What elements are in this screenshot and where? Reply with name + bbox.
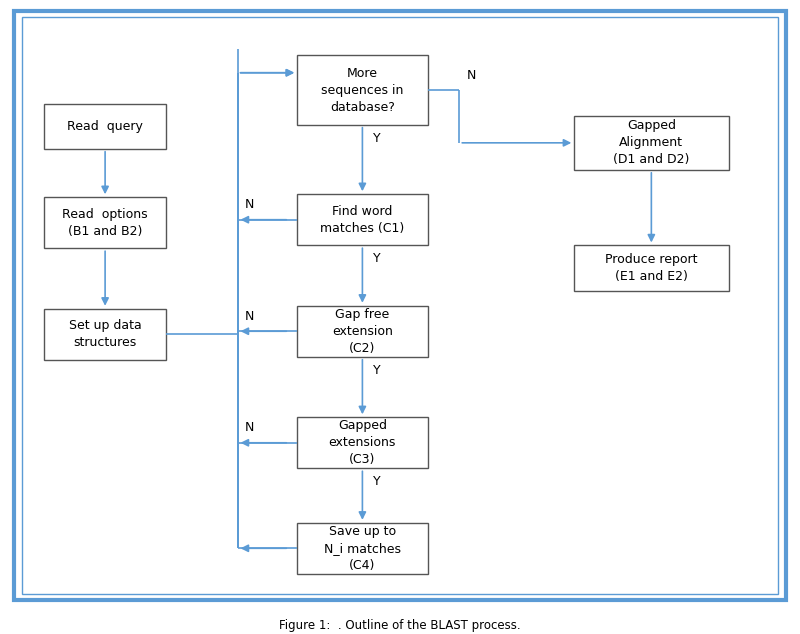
- Text: N: N: [245, 309, 254, 323]
- Text: Gapped
Alignment
(D1 and D2): Gapped Alignment (D1 and D2): [613, 119, 690, 166]
- Text: Read  query: Read query: [67, 120, 143, 133]
- Text: Produce report
(E1 and E2): Produce report (E1 and E2): [605, 253, 698, 283]
- FancyBboxPatch shape: [44, 309, 166, 360]
- FancyBboxPatch shape: [44, 197, 166, 249]
- Text: Set up data
structures: Set up data structures: [69, 320, 142, 349]
- FancyBboxPatch shape: [44, 103, 166, 149]
- Text: Find word
matches (C1): Find word matches (C1): [320, 205, 405, 235]
- Text: N: N: [245, 421, 254, 434]
- FancyBboxPatch shape: [574, 245, 729, 290]
- Text: N: N: [245, 198, 254, 211]
- Text: Figure 1:  . Outline of the BLAST process.: Figure 1: . Outline of the BLAST process…: [279, 619, 521, 632]
- Text: Y: Y: [373, 364, 381, 377]
- FancyBboxPatch shape: [297, 194, 428, 245]
- Text: Save up to
N_i matches
(C4): Save up to N_i matches (C4): [324, 525, 401, 572]
- Text: Y: Y: [373, 475, 381, 488]
- Text: Read  options
(B1 and B2): Read options (B1 and B2): [62, 208, 148, 238]
- Text: Y: Y: [373, 131, 381, 145]
- FancyBboxPatch shape: [297, 417, 428, 469]
- Text: Gapped
extensions
(C3): Gapped extensions (C3): [329, 419, 396, 466]
- FancyBboxPatch shape: [297, 306, 428, 357]
- Text: N: N: [466, 68, 476, 82]
- Text: Gap free
extension
(C2): Gap free extension (C2): [332, 307, 393, 355]
- FancyBboxPatch shape: [574, 115, 729, 170]
- FancyBboxPatch shape: [297, 522, 428, 574]
- Text: Y: Y: [373, 252, 381, 265]
- FancyBboxPatch shape: [297, 55, 428, 125]
- Text: More
sequences in
database?: More sequences in database?: [322, 67, 403, 113]
